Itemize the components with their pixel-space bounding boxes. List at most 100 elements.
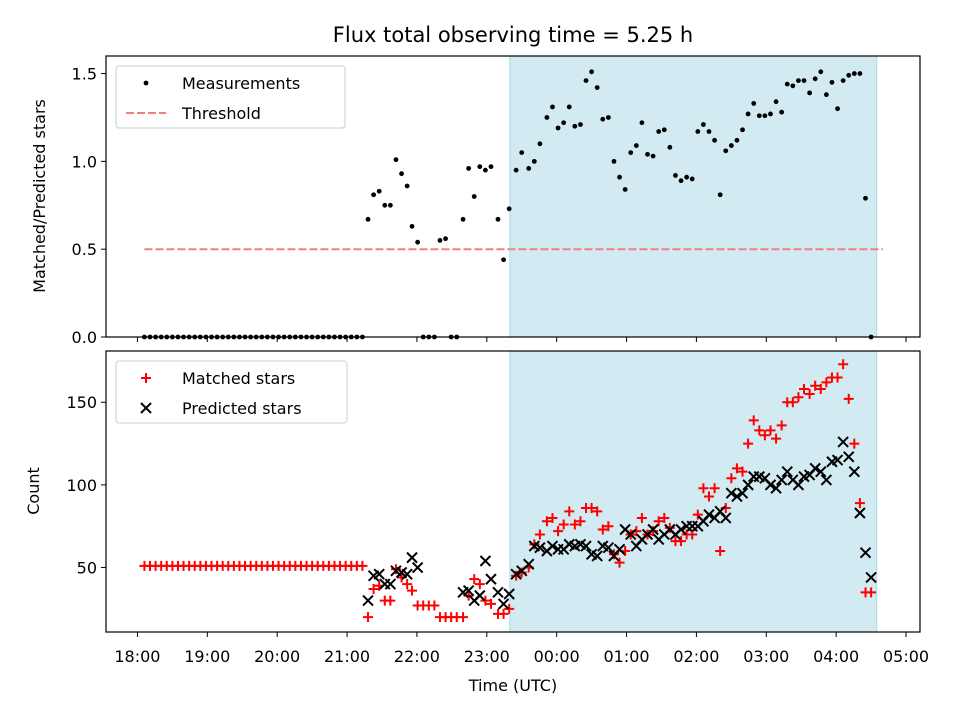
matched-star-point	[547, 512, 558, 523]
legend-label: Measurements	[182, 74, 300, 93]
measurement-point	[678, 178, 684, 184]
x-tick-label: 00:00	[534, 647, 580, 666]
predicted-star-point	[411, 561, 424, 574]
measurement-point	[537, 141, 543, 147]
predicted-star-point	[675, 523, 687, 536]
measurement-point	[818, 69, 824, 75]
x-tick-label: 18:00	[114, 647, 160, 666]
matched-star-point	[357, 560, 368, 571]
measurement-point	[751, 101, 757, 106]
predicted-star-point	[815, 465, 827, 478]
predicted-star-point	[479, 555, 492, 567]
figure-title: Flux total observing time = 5.25 h	[333, 23, 693, 47]
measurement-point	[851, 71, 857, 76]
matched-star-point	[498, 608, 509, 619]
predicted-star-point	[770, 482, 782, 494]
measurement-point	[501, 257, 506, 263]
matched-star-point	[843, 393, 854, 404]
matched-star-point	[363, 612, 374, 623]
predicted-star-point	[843, 451, 855, 463]
count-y-tick-label: 100	[66, 476, 97, 495]
predicted-star-point	[474, 589, 486, 602]
predicted-star-point	[792, 479, 805, 491]
measurement-point	[589, 69, 595, 75]
measurement-point	[550, 104, 555, 110]
measurement-point	[371, 192, 377, 198]
matched-star-point	[586, 503, 597, 514]
legend-predicted-marker	[140, 402, 152, 414]
matched-star-point	[614, 557, 625, 568]
matched-star-point	[458, 612, 469, 623]
measurement-point	[555, 125, 561, 131]
measurement-point	[656, 129, 662, 134]
predicted-star-point	[703, 508, 715, 521]
measurement-point	[409, 223, 415, 229]
measurement-point	[801, 78, 807, 83]
predicted-star-point	[523, 558, 535, 570]
matched-star-point	[748, 415, 759, 426]
matched-star-point	[776, 420, 787, 431]
measurement-point	[835, 106, 840, 112]
predicted-star-point	[613, 543, 626, 556]
x-tick-label: 02:00	[673, 647, 719, 666]
x-axis-label: Time (UTC)	[468, 676, 557, 695]
measurement-point	[471, 194, 477, 199]
measurement-point	[779, 109, 785, 115]
x-tick-label: 05:00	[883, 647, 929, 666]
matched-star-point	[511, 570, 522, 581]
matched-star-point	[541, 516, 552, 527]
matched-star-point	[469, 574, 480, 585]
measurement-point	[740, 127, 745, 133]
predicted-star-point	[546, 540, 559, 552]
predicted-star-point	[492, 586, 504, 599]
x-tick-label: 20:00	[254, 647, 300, 666]
matched-star-point	[558, 519, 569, 530]
measurement-point	[840, 78, 846, 83]
matched-star-point	[804, 388, 815, 399]
measurement-point	[689, 176, 695, 182]
measurement-point	[578, 122, 583, 127]
count-legend	[115, 360, 348, 424]
matched-star-point	[402, 579, 413, 590]
predicted-star-point	[401, 568, 413, 580]
count-axes-frame	[105, 350, 921, 633]
matched-star-point	[534, 529, 545, 540]
x-tick-label: 19:00	[184, 647, 230, 666]
predicted-star-point	[462, 584, 475, 597]
measurement-point	[519, 150, 525, 155]
matched-star-point	[754, 425, 765, 436]
predicted-star-point	[837, 436, 849, 448]
matched-star-point	[832, 372, 843, 383]
measurement-point	[617, 174, 622, 180]
measurement-point	[437, 238, 443, 243]
measurement-point	[667, 144, 673, 150]
matched-star-point	[385, 595, 396, 606]
matched-star-point	[815, 384, 826, 395]
measurement-point	[773, 99, 779, 105]
count-y-axis-label: Count	[24, 467, 43, 515]
matched-star-point	[659, 512, 670, 523]
predicted-star-point	[485, 573, 497, 585]
matched-star-point	[592, 506, 603, 517]
predicted-star-point	[625, 528, 637, 541]
matched-star-point	[810, 380, 821, 391]
measurement-point	[376, 188, 382, 194]
measurement-point	[812, 76, 818, 82]
measurement-point	[717, 192, 723, 198]
x-tick-label: 03:00	[743, 647, 789, 666]
measurement-point	[673, 173, 678, 178]
measurement-point	[823, 92, 829, 98]
measurement-point	[483, 167, 488, 173]
predicted-star-point	[591, 550, 603, 562]
matched-star-point	[838, 359, 849, 370]
matched-star-point	[715, 546, 726, 557]
count-panel: Count 50 100 150 18:00 19:00 20:00 21:00 22:00 2…	[24, 350, 929, 666]
measurement-point	[807, 90, 813, 96]
measurement-point	[544, 115, 550, 120]
ratio-y-tick-label: 0.0	[72, 328, 97, 347]
matched-star-point	[480, 595, 491, 606]
matched-star-point	[676, 536, 687, 547]
predicted-star-point	[854, 507, 866, 519]
measurement-point	[700, 122, 706, 127]
